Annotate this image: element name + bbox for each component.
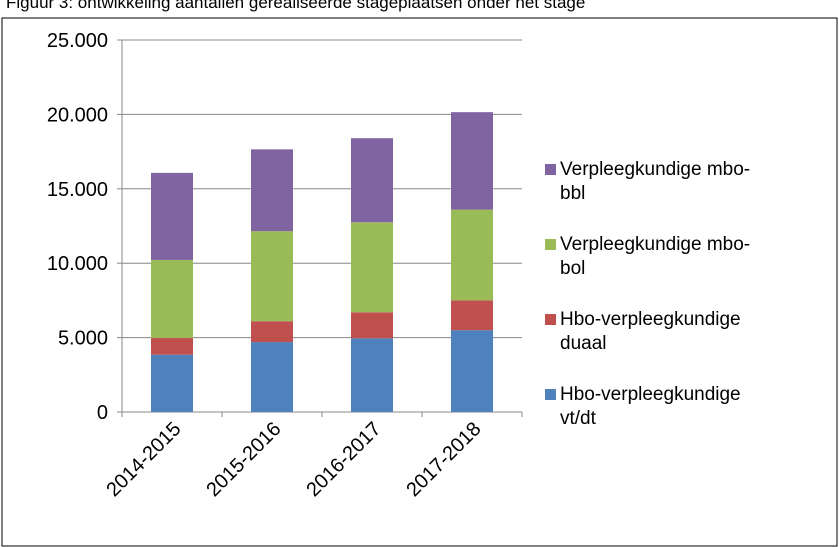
legend-swatch [545,239,556,250]
bar-segment [451,112,493,210]
bar-segment [151,172,193,260]
legend-swatch [545,164,556,175]
bar-segment [451,300,493,331]
y-tick-label: 20.000 [47,104,108,126]
legend-label: Hbo-verpleegkundige duaal [560,309,741,354]
bar-segment [451,209,493,301]
y-tick-label: 25.000 [47,30,108,52]
y-tick-label: 15.000 [47,179,108,201]
y-tick-label: 0 [97,402,108,424]
chart-border [1,17,838,547]
x-tick-label: 2016-2017 [302,418,385,501]
legend-label: Verpleegkundige mbo-bol [560,234,751,279]
x-tick-label: 2017-2018 [402,418,485,501]
y-tick-label: 10.000 [47,253,108,275]
bar-segment [151,354,193,412]
legend-swatch [545,314,556,325]
legend-label: Verpleegkundige mbo-bbl [560,159,751,204]
bar-segment [251,321,293,343]
bar-segment [351,338,393,412]
x-tick-label: 2015-2016 [202,418,285,501]
x-tick-label: 2014-2015 [102,418,185,501]
bar-segment [251,149,293,232]
bar-segment [351,312,393,339]
chart-title: Figuur 3: ontwikkeling aantallen gereali… [6,0,586,12]
bar-segment [351,138,393,223]
legend-label: Hbo-verpleegkundige vt/dt [560,384,741,429]
bar-segment [151,338,193,355]
bar-segment [251,231,293,322]
y-tick-label: 5.000 [58,328,108,350]
legend-swatch [545,389,556,400]
bar-segment [251,342,293,412]
bar-segment [151,259,193,339]
bar-segment [451,330,493,412]
bar-segment [351,222,393,313]
